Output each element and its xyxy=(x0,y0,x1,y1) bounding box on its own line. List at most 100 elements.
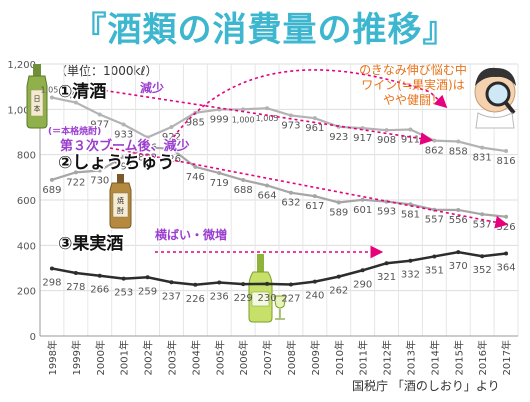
y-tick-label: 200 xyxy=(17,287,36,298)
data-label: 1,052 xyxy=(40,86,63,95)
wine-note-line-1: のきなみ伸び悩む中 xyxy=(359,63,467,77)
x-tick-label: 1999年 xyxy=(70,340,83,375)
y-tick-label: 0 xyxy=(30,332,36,343)
data-point xyxy=(169,125,174,130)
data-label: 230 xyxy=(258,293,277,304)
data-point xyxy=(504,251,509,256)
data-label: 332 xyxy=(401,270,420,281)
data-label: 816 xyxy=(497,156,516,167)
x-tick-label: 2000年 xyxy=(94,340,107,375)
data-point xyxy=(360,268,365,273)
chart-annotation: 横ばい・微増 xyxy=(155,227,227,242)
data-point xyxy=(360,197,365,202)
wine-note-line-3: やや健闘！ xyxy=(382,93,443,107)
data-point xyxy=(408,127,413,132)
wine-bottle-icon xyxy=(248,254,287,323)
x-tick-label: 2015年 xyxy=(452,340,465,375)
data-label: 290 xyxy=(353,279,372,290)
data-label: 917 xyxy=(353,133,372,144)
x-tick-label: 2016年 xyxy=(476,340,489,375)
data-point xyxy=(145,145,150,150)
svg-text:酎: 酎 xyxy=(117,206,124,215)
data-point xyxy=(73,100,78,105)
data-point xyxy=(480,145,485,150)
data-point xyxy=(408,258,413,263)
series-line-3 xyxy=(51,250,507,287)
x-tick-label: 2017年 xyxy=(500,340,513,375)
chart-annotation: (＝本格焼酎) xyxy=(48,125,101,137)
data-label: 240 xyxy=(305,291,324,302)
data-label: 236 xyxy=(210,292,229,303)
data-label: 253 xyxy=(114,288,133,299)
data-point xyxy=(504,149,509,154)
data-point xyxy=(49,177,54,182)
data-label: 791 xyxy=(114,162,133,173)
data-point xyxy=(336,274,341,279)
data-point xyxy=(480,254,485,259)
x-tick-label: 2013年 xyxy=(404,340,417,375)
magnifier-person-icon xyxy=(474,67,516,129)
data-point xyxy=(384,199,389,204)
data-label: 237 xyxy=(162,291,181,302)
data-label: 229 xyxy=(234,293,253,304)
data-label: 262 xyxy=(329,286,348,297)
x-tick-label: 2012年 xyxy=(381,340,394,375)
sake-bottle-icon: 日 本 xyxy=(26,64,48,129)
data-label: 985 xyxy=(186,118,205,129)
data-point xyxy=(265,106,270,111)
data-point xyxy=(336,200,341,205)
data-point xyxy=(456,139,461,144)
x-tick-label: 2010年 xyxy=(333,340,346,375)
data-point xyxy=(241,178,246,183)
data-label: 664 xyxy=(258,190,277,201)
data-point xyxy=(121,276,126,281)
wine-note-arrow xyxy=(169,69,448,143)
chart-title: 『酒類の消費量の推移』 xyxy=(72,10,458,50)
data-point xyxy=(384,261,389,266)
data-label: 593 xyxy=(377,207,396,218)
data-label: 556 xyxy=(449,215,468,226)
data-point xyxy=(241,282,246,287)
data-point xyxy=(312,279,317,284)
data-label: 722 xyxy=(66,177,85,188)
data-point xyxy=(288,190,293,195)
data-label: 999 xyxy=(210,115,229,126)
data-label: 1,030 xyxy=(64,91,87,100)
data-point xyxy=(265,281,270,286)
x-tick-label: 2004年 xyxy=(189,340,202,375)
data-label: 831 xyxy=(473,153,492,164)
data-label: 719 xyxy=(210,178,229,189)
x-tick-label: 2005年 xyxy=(213,340,226,375)
data-point xyxy=(97,112,102,117)
data-point xyxy=(217,280,222,285)
x-tick-label: 2006年 xyxy=(237,340,250,375)
data-point xyxy=(384,128,389,133)
data-point xyxy=(288,282,293,287)
data-label: 688 xyxy=(234,185,253,196)
data-label: 537 xyxy=(473,219,492,230)
data-label: 858 xyxy=(449,147,468,158)
data-label: 557 xyxy=(425,215,444,226)
data-point xyxy=(288,113,293,118)
series-name-label: ③果実酒 xyxy=(58,233,123,254)
data-label: 933 xyxy=(114,130,133,141)
data-label: 370 xyxy=(449,261,468,272)
data-label: 922 xyxy=(162,132,181,143)
data-label: 352 xyxy=(473,265,492,276)
data-point xyxy=(312,194,317,199)
data-label: 266 xyxy=(90,285,109,296)
data-label: 730 xyxy=(90,176,109,187)
data-label: 1,000 xyxy=(232,115,255,124)
svg-text:日: 日 xyxy=(34,95,41,103)
chart-annotation: 第３次ブーム後、減少 xyxy=(60,138,190,154)
data-point xyxy=(73,170,78,175)
y-tick-label: 800 xyxy=(17,151,36,162)
data-label: 908 xyxy=(377,135,396,146)
data-point xyxy=(97,273,102,278)
wine-note: のきなみ伸び悩む中 ワイン(≒果実酒)は やや健闘！ xyxy=(343,63,483,108)
unit-label: （単位：1000kℓ） xyxy=(55,64,158,78)
data-label: 589 xyxy=(329,207,348,218)
data-label: 278 xyxy=(66,282,85,293)
data-point xyxy=(217,171,222,176)
data-point xyxy=(145,135,150,140)
